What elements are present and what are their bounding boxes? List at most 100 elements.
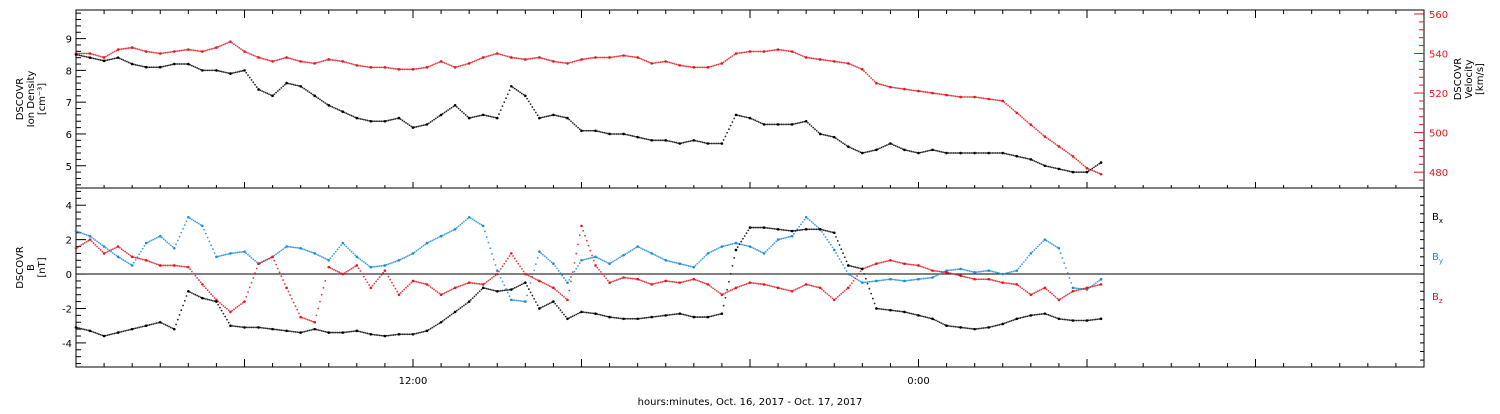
data-point-By-interp (222, 254, 225, 257)
data-point-Bz-interp (210, 293, 213, 295)
data-point-Bx-interp (771, 227, 774, 230)
data-point-density-interp (645, 138, 648, 141)
data-point-By (846, 272, 850, 276)
data-point-velocity-interp (838, 61, 841, 64)
data-point-Bz-interp (972, 277, 974, 280)
data-point-By-interp (227, 252, 230, 255)
data-point-velocity-interp (427, 65, 430, 68)
data-point-velocity-interp (807, 56, 809, 59)
data-point-Bx-interp (929, 317, 932, 320)
data-point-velocity-interp (276, 59, 279, 61)
data-point-velocity-interp (396, 68, 399, 70)
data-point-velocity-interp (450, 64, 453, 67)
density-ylabel-line: Ion Density (26, 71, 37, 128)
data-point-velocity-interp (798, 53, 801, 56)
data-point-density-interp (635, 135, 637, 138)
data-point-By-interp (83, 233, 86, 236)
data-point-velocity-interp (926, 91, 929, 94)
data-point-density-interp (475, 115, 478, 118)
data-point-velocity-interp (547, 59, 550, 61)
data-point-density-interp (491, 115, 493, 118)
data-point-density-interp (821, 133, 823, 136)
data-point-By-interp (498, 273, 500, 276)
data-point-velocity-interp (984, 97, 987, 100)
data-point-By (678, 262, 682, 266)
data-point-velocity-interp (1017, 113, 1020, 116)
data-point-Bx (453, 310, 457, 314)
data-point-Bz-interp (870, 264, 873, 267)
data-point-Bx-interp (220, 309, 223, 312)
data-point-Bz-interp (1007, 282, 1009, 285)
data-point-Bz-interp (166, 264, 169, 267)
data-point-density-interp (220, 70, 223, 73)
data-point-Bx-interp (677, 312, 679, 315)
data-point-Bx-interp (570, 316, 572, 318)
data-point-Bx-interp (410, 333, 413, 336)
data-point-Bx (664, 314, 668, 317)
data-point-velocity-interp (101, 56, 104, 58)
data-point-Bx-interp (675, 313, 678, 315)
data-point-Bx-interp (499, 289, 502, 292)
data-point-Bx-interp (629, 317, 632, 320)
data-point-velocity-interp (96, 54, 98, 57)
data-point-Bx-interp (898, 310, 901, 313)
data-point-density-interp (405, 121, 407, 124)
data-point-By-interp (376, 265, 379, 268)
data-point-Bz-interp (231, 309, 234, 312)
data-point-density-interp (547, 115, 550, 117)
data-point-By-interp (587, 257, 590, 260)
data-point-Bx-interp (905, 311, 908, 314)
data-point-By-interp (529, 281, 532, 284)
data-point-velocity-interp (280, 58, 283, 60)
data-point-Bz-interp (161, 264, 163, 267)
data-point-density-interp (320, 99, 323, 102)
data-point-velocity-interp (812, 57, 815, 60)
data-point-velocity-interp (220, 44, 223, 47)
data-point-By-interp (403, 256, 406, 259)
data-point-velocity-interp (866, 73, 869, 76)
data-point-density-interp (687, 140, 690, 143)
data-point-Bz-interp (640, 279, 643, 282)
data-point-Bz-interp (729, 289, 732, 292)
data-point-Bx-interp (136, 326, 139, 329)
data-point-velocity-interp (591, 57, 593, 59)
data-point-Bx (552, 300, 555, 303)
data-point-density-interp (661, 139, 664, 142)
data-point-By-interp (485, 236, 488, 238)
data-point-velocity-interp (194, 49, 197, 52)
data-point-By-interp (541, 253, 544, 256)
data-point-By-interp (584, 258, 586, 261)
data-point-density-interp (768, 123, 771, 126)
data-point-Bx-interp (1014, 318, 1016, 321)
data-point-density-interp (666, 139, 669, 142)
data-point-Bx (1099, 317, 1103, 321)
data-point-velocity-interp (324, 59, 327, 62)
data-point-Bz-interp (687, 279, 690, 282)
data-point-velocity (776, 48, 780, 51)
data-point-Bz-interp (571, 271, 574, 274)
data-point-Bx-interp (240, 326, 242, 328)
data-point-By-interp (129, 263, 132, 266)
data-point-Bx (313, 327, 317, 331)
data-point-density (1043, 164, 1047, 168)
data-point-density-interp (357, 117, 360, 120)
data-point-By-interp (599, 258, 602, 261)
data-point-density-interp (303, 87, 306, 90)
data-point-Bx-interp (663, 314, 665, 317)
data-point-density-interp (972, 152, 974, 154)
data-point-Bz-interp (654, 282, 657, 285)
data-point-Bz (945, 271, 948, 274)
data-point-Bz-interp (308, 319, 311, 322)
data-point-Bz-interp (273, 259, 276, 262)
data-point-Bz-interp (635, 278, 637, 280)
data-point-Bz (102, 252, 106, 255)
data-point-density-interp (852, 148, 855, 150)
data-point-By-interp (631, 248, 634, 251)
data-point-By-interp (736, 242, 739, 245)
data-point-By-interp (334, 250, 337, 253)
data-point-density-interp (926, 150, 929, 152)
data-point-velocity-interp (1047, 138, 1050, 140)
velocity-ylabel-line: [km/s] (1475, 63, 1486, 95)
data-point-Bz-interp (438, 292, 441, 295)
data-point-velocity-interp (310, 62, 313, 64)
